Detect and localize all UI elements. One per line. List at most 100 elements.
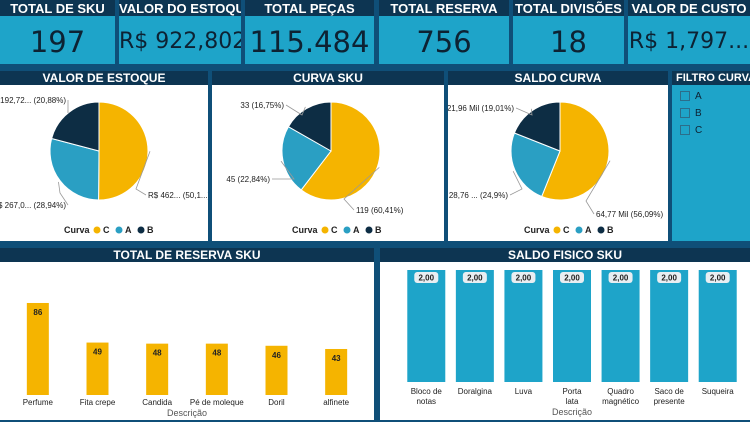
pie-slice-a[interactable]: [49, 137, 100, 201]
bar-2[interactable]: [146, 343, 169, 395]
legend-marker-c: [553, 226, 561, 234]
pie-panel-saldo-curva: SALDO CURVA 64,77 Mil (56,09%) 28,76 ... …: [448, 71, 668, 241]
filter-option-label: B: [695, 108, 702, 119]
pie-data-label: 45 (22,84%): [226, 175, 270, 184]
pie-slice-c[interactable]: [541, 101, 610, 201]
legend-marker-b: [137, 226, 145, 234]
pie-panel-curva-sku: CURVA SKU 119 (60,41%) 45 (22,84%) 33 (16,…: [212, 71, 444, 241]
panel-title: CURVA SKU: [212, 71, 444, 85]
kpi-total-sku: TOTAL DE SKU 197: [0, 0, 115, 64]
bar-3[interactable]: [205, 343, 228, 395]
filter-option-b[interactable]: B: [680, 108, 702, 120]
legend-marker-a: [115, 226, 123, 234]
filter-title: FILTRO CURVA: [672, 71, 750, 85]
filter-option-label: C: [695, 125, 703, 136]
legend-label-b: B: [147, 225, 154, 235]
legend-marker-c: [321, 226, 329, 234]
bar-value-label: 2,00: [418, 274, 434, 283]
checkbox-icon[interactable]: [680, 125, 690, 136]
bar-category-label: Doralgina: [458, 387, 493, 396]
pie-leader-line: [509, 170, 523, 196]
pie-slice-a[interactable]: [510, 132, 561, 198]
kpi-title: VALOR DO ESTOQUE: [119, 0, 241, 16]
kpi-title: TOTAL PEÇAS: [245, 0, 374, 16]
pie-slice-b[interactable]: [287, 101, 332, 152]
kpi-valor-estoque: VALOR DO ESTOQUE R$ 922,802...: [119, 0, 241, 64]
x-axis-label: Descrição: [552, 407, 592, 417]
bar-chart-total-reserva: 86 Perfume 49 Fita crepe 48 Candida 48 Pé de mo…: [23, 302, 350, 418]
bar-category-label: Quadro magnético: [602, 387, 639, 406]
kpi-value: R$ 1,797...: [628, 29, 750, 54]
panel-title: TOTAL DE RESERVA SKU: [0, 248, 374, 262]
bar-value-label: 2,00: [564, 274, 580, 283]
filter-curva-slicer: FILTRO CURVA A B C: [672, 71, 750, 241]
bar-value-label: 46: [272, 351, 281, 360]
bar-value-label: 86: [33, 308, 42, 317]
x-axis-label: Descrição: [167, 408, 207, 418]
legend-marker-b: [365, 226, 373, 234]
bar-4[interactable]: [601, 270, 640, 382]
bar-category-label: Pé de moleque: [190, 398, 244, 407]
legend-label-a: A: [125, 225, 132, 235]
legend-label-c: C: [103, 225, 110, 235]
pie-data-label: R$ 462... (50,1...): [148, 191, 208, 200]
bar-4[interactable]: [265, 345, 288, 395]
panel-title: SALDO FISICO SKU: [380, 248, 750, 262]
bar-3[interactable]: [553, 270, 591, 382]
pie-slice-b[interactable]: [513, 101, 561, 152]
bar-5[interactable]: [650, 270, 689, 382]
filter-option-a[interactable]: A: [680, 91, 702, 103]
bar-2[interactable]: [504, 270, 543, 382]
kpi-total-divisoes: TOTAL DIVISÕES 18: [513, 0, 624, 64]
legend-label-c: C: [563, 225, 570, 235]
bar-category-label: Perfume: [23, 398, 54, 407]
bar-value-label: 2,00: [613, 274, 629, 283]
checkbox-icon[interactable]: [680, 91, 690, 102]
legend-marker-a: [575, 226, 583, 234]
filter-option-c[interactable]: C: [680, 125, 702, 137]
bar-category-label: Candida: [142, 398, 172, 407]
bar-category-label: Saco de presente: [654, 387, 686, 406]
bar-chart-saldo-fisico: 2,00 Bloco de notas 2,00 Doralgina 2,00 Luva 2,…: [407, 270, 737, 417]
pie-slice-a[interactable]: [281, 126, 332, 191]
pie-leader-line: [343, 167, 380, 211]
pie-chart-curva-sku: 119 (60,41%) 45 (22,84%) 33 (16,75%) Curva C…: [226, 101, 404, 235]
kpi-title: TOTAL DIVISÕES: [513, 0, 624, 16]
bar-value-label: 48: [153, 349, 162, 358]
checkbox-icon[interactable]: [680, 108, 690, 119]
bar-value-label: 43: [332, 354, 341, 363]
legend-label-b: B: [375, 225, 382, 235]
bar-1[interactable]: [455, 270, 494, 382]
legend-marker-a: [343, 226, 351, 234]
legend-label-b: B: [607, 225, 614, 235]
kpi-value: 18: [550, 25, 587, 59]
pie-leader-line: [585, 160, 611, 215]
kpi-value: R$ 922,802...: [119, 29, 241, 54]
bar-1[interactable]: [86, 342, 109, 395]
bar-category-label: Porta lata: [562, 387, 582, 406]
kpi-value: 115.484: [249, 25, 370, 59]
bar-5[interactable]: [325, 348, 348, 395]
bar-value-pill: [462, 272, 487, 283]
kpi-title: TOTAL RESERVA: [379, 0, 509, 16]
pie-slice-c[interactable]: [98, 101, 149, 201]
pie-leader-line: [515, 107, 533, 116]
legend-title: Curva: [292, 225, 319, 235]
pie-chart-valor-estoque: R$ 462... (50,1...) R$ 267,0... (28,94%) R…: [0, 96, 208, 235]
bar-value-label: 2,00: [516, 274, 532, 283]
bar-value-pill: [414, 272, 439, 283]
legend-title: Curva: [524, 225, 551, 235]
pie-data-label: 119 (60,41%): [356, 206, 404, 215]
bar-category-label: alfinete: [323, 398, 349, 407]
pie-slice-b[interactable]: [51, 101, 100, 152]
bar-6[interactable]: [698, 270, 737, 382]
legend-marker-c: [93, 226, 101, 234]
panel-title: VALOR DE ESTOQUE: [0, 71, 208, 85]
bar-0[interactable]: [407, 270, 446, 382]
pie-data-label: 64,77 Mil (56,09%): [596, 210, 663, 219]
bar-0[interactable]: [26, 302, 49, 395]
kpi-title: VALOR DE CUSTO: [628, 0, 750, 16]
pie-slice-c[interactable]: [300, 101, 381, 201]
kpi-valor-custo: VALOR DE CUSTO R$ 1,797...: [628, 0, 750, 64]
panel-title: SALDO CURVA: [448, 71, 668, 85]
